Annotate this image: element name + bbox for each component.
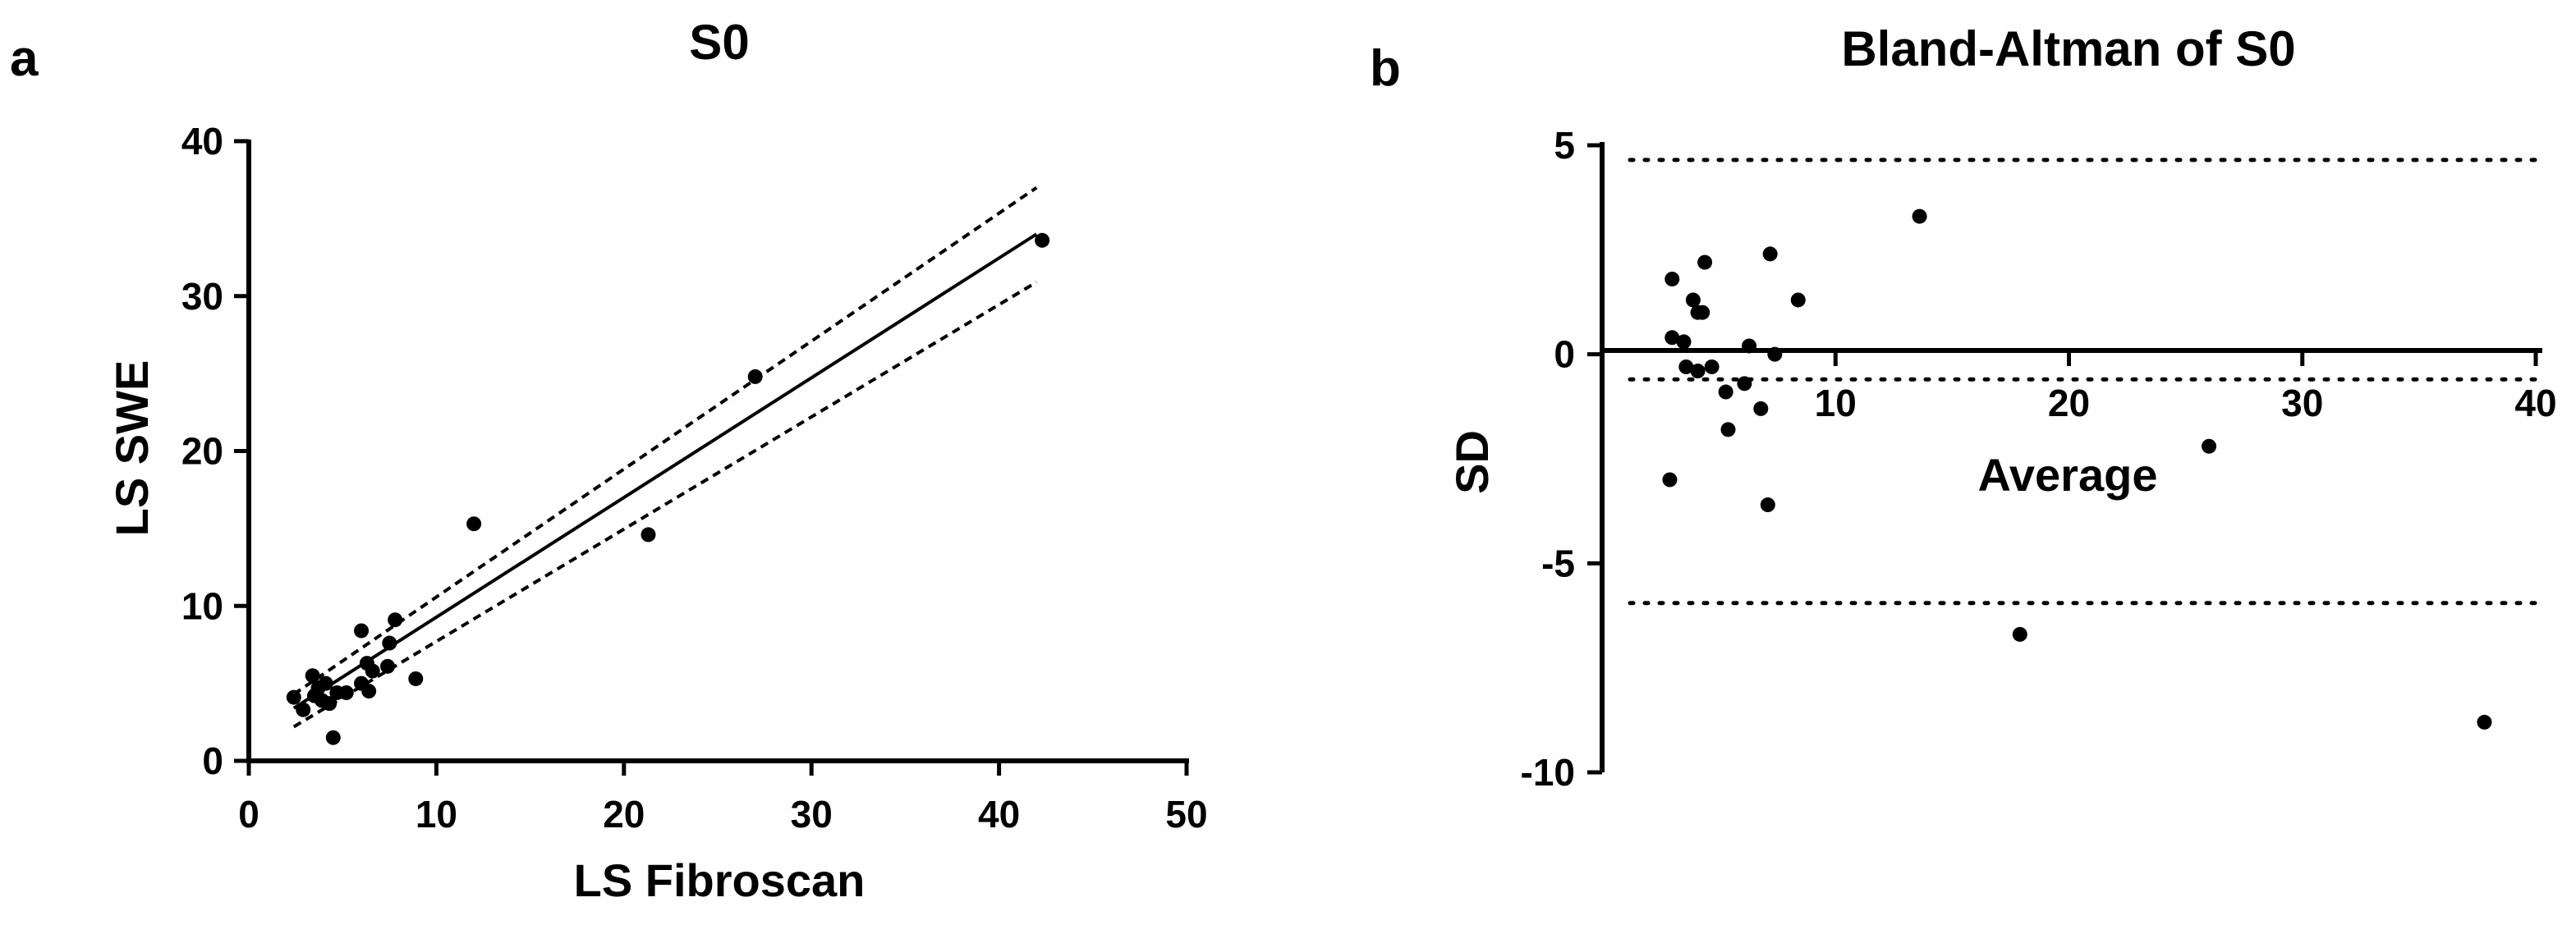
panel-b-x-tick-label: 20 <box>2048 382 2090 424</box>
panel-b-data-point <box>1665 330 1680 346</box>
panel-a-scatter: a S0 LS SWE LS Fibroscan 0 10 20 30 40 50 0 10… <box>10 15 1208 906</box>
panel-b-data-point <box>2202 438 2217 454</box>
panel-b-y-axis-label: SD <box>1446 430 1498 494</box>
panel-a-y-tick-label: 20 <box>181 430 223 473</box>
panel-b-data-point <box>1742 338 1757 354</box>
panel-a-x-tick-label: 20 <box>603 793 645 836</box>
panel-b-x-tick-label: 10 <box>1815 382 1857 424</box>
panel-b-data-point <box>1737 376 1752 392</box>
panel-a-x-tick-label: 50 <box>1165 793 1207 836</box>
panel-b-data-point <box>1662 472 1678 488</box>
panel-a-title: S0 <box>689 15 749 70</box>
panel-a-data-point <box>338 685 354 700</box>
panel-a-y-axis-label: LS SWE <box>106 360 158 537</box>
panel-a-y-tick-label: 40 <box>181 120 223 163</box>
panel-b-x-tick-label: 40 <box>2514 382 2556 424</box>
panel-b-data-point <box>1753 401 1769 416</box>
panel-a-data-point <box>361 684 377 699</box>
panel-b-data-point <box>1665 271 1680 286</box>
panel-a-ci-lower-line <box>292 281 1038 729</box>
panel-b-y-tick-label: -10 <box>1521 751 1575 794</box>
panel-b-data-point <box>1676 334 1692 350</box>
panel-a-data-point <box>305 668 320 684</box>
panel-b-data-point <box>1790 292 1806 308</box>
panel-a-ci-upper-line <box>292 185 1038 696</box>
panel-b-bland-altman: b Bland-Altman of S0 SD Average 10 20 30 40… <box>1370 21 2557 794</box>
panel-a-y-tick-label: 30 <box>181 275 223 318</box>
panel-b-y-tick-label: 0 <box>1554 333 1575 376</box>
panel-b-x-tick-label: 30 <box>2281 382 2323 424</box>
panel-a-x-tick-label: 10 <box>416 793 457 836</box>
panel-a-data-point <box>747 369 763 384</box>
panel-b-data-point <box>2012 626 2027 642</box>
panel-b-data-point <box>2477 714 2492 730</box>
panel-a-data-point <box>382 635 397 651</box>
panel-b-data-point <box>1718 384 1733 400</box>
panel-b-label: b <box>1370 40 1401 97</box>
panel-a-data-point <box>325 730 341 745</box>
panel-b-data-point <box>1695 305 1710 320</box>
panel-a-regression-line <box>292 232 1038 710</box>
panel-b-y-tick-label: 5 <box>1554 124 1575 167</box>
panel-a-y-tick-label: 0 <box>202 740 223 782</box>
panel-b-y-tick-label: -5 <box>1541 542 1575 584</box>
panel-b-data-point <box>1678 359 1694 374</box>
panel-a-data-point <box>408 671 424 686</box>
panel-b-data-point <box>1704 359 1720 374</box>
panel-a-x-tick-label: 0 <box>238 793 259 836</box>
panel-b-data-point <box>1912 208 1927 224</box>
panel-a-x-axis-label: LS Fibroscan <box>574 854 866 906</box>
panel-a-label: a <box>10 30 39 87</box>
panel-a-data-point <box>322 696 337 712</box>
panel-a-data-point <box>388 612 403 628</box>
panel-b-data-point <box>1720 422 1736 437</box>
panel-a-data-point <box>641 527 656 543</box>
panel-a-data-point <box>354 623 370 639</box>
panel-b-data-point <box>1690 364 1706 379</box>
panel-a-data-point <box>466 516 482 532</box>
panel-a-x-tick-label: 40 <box>978 793 1020 836</box>
panel-b-title: Bland-Altman of S0 <box>1841 21 2295 76</box>
panel-a-data-point <box>286 689 301 705</box>
panel-b-data-point <box>1685 292 1701 308</box>
panel-b-data-point <box>1767 346 1783 362</box>
panel-a-data-point <box>1035 232 1050 248</box>
panel-b-data-point <box>1697 254 1713 270</box>
panel-a-data-point <box>296 702 311 717</box>
panel-a-y-tick-label: 10 <box>181 584 223 627</box>
panel-a-x-tick-label: 30 <box>791 793 833 836</box>
panel-a-data-point <box>380 658 396 674</box>
panel-a-data-point <box>318 675 333 691</box>
panel-b-x-axis-label: Average <box>1978 449 2158 501</box>
panel-a-data-point <box>365 663 380 679</box>
panel-b-data-point <box>1762 246 1778 262</box>
panel-b-data-point <box>1760 497 1775 513</box>
